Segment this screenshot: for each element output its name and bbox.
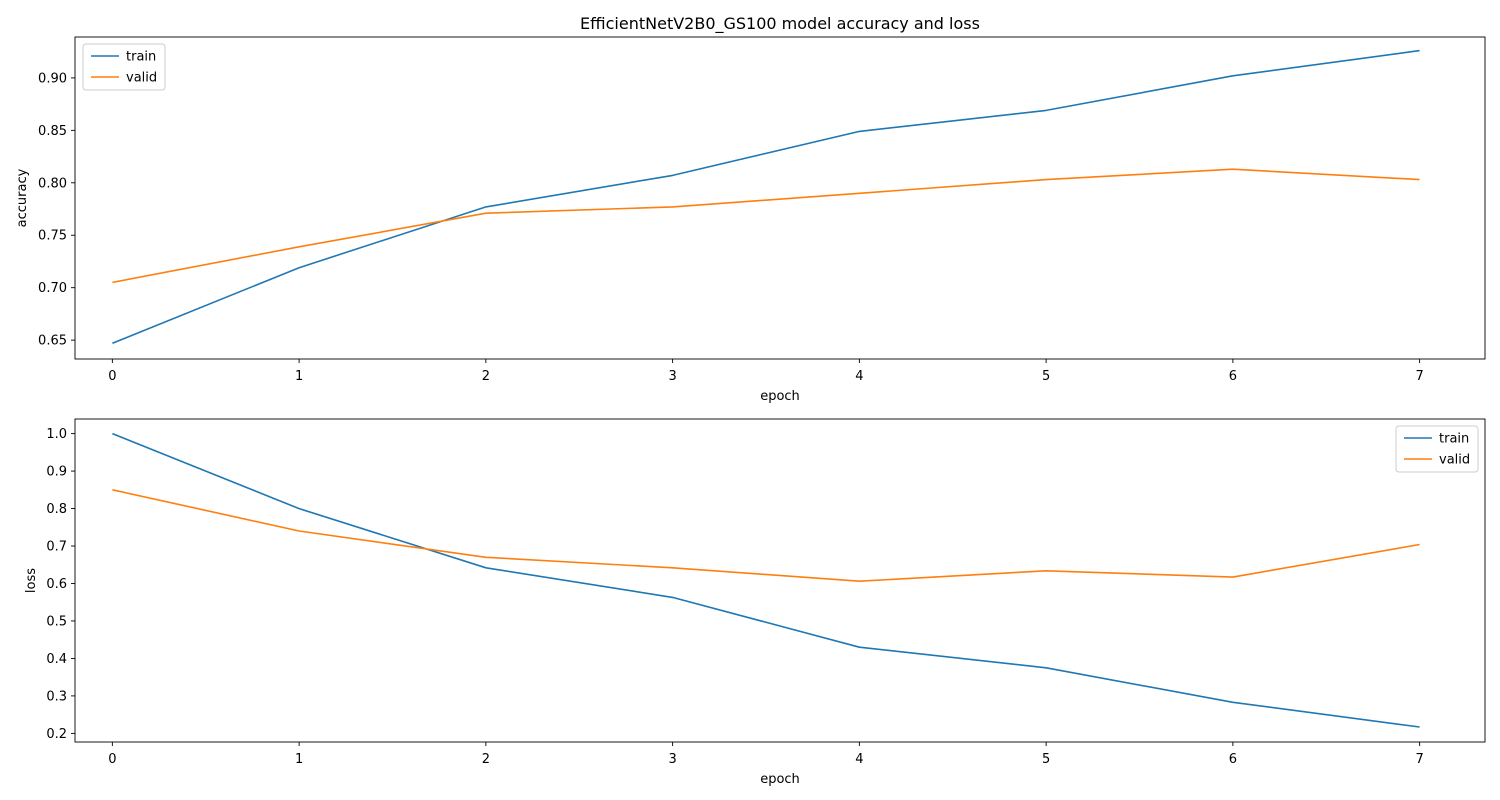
legend: train valid	[82, 43, 166, 91]
y-axis-label: accuracy	[15, 168, 30, 227]
y-tick-label: 0.9	[46, 465, 67, 480]
y-tick-label: 0.90	[38, 71, 67, 86]
x-axis-label: epoch	[760, 772, 800, 787]
legend-label-train: train	[126, 50, 156, 65]
series-line-train	[112, 49, 1420, 345]
y-axis-label: loss	[24, 568, 39, 593]
y-tick-label: 0.65	[38, 334, 67, 349]
y-tick-label: 1.0	[46, 427, 67, 442]
legend-label-valid: valid	[126, 71, 157, 86]
series-line-valid	[112, 168, 1420, 284]
x-tick-label: 1	[295, 752, 303, 767]
x-tick-label: 1	[295, 369, 303, 384]
x-tick-label: 7	[1415, 369, 1423, 384]
legend-label-valid: valid	[1439, 453, 1470, 468]
y-tick-label: 0.2	[46, 727, 67, 742]
y-tick-label: 0.4	[46, 652, 67, 667]
x-tick-label: 3	[668, 752, 676, 767]
y-tick-label: 0.7	[46, 540, 67, 555]
x-tick-label: 5	[1042, 752, 1050, 767]
y-tick-label: 0.80	[38, 176, 67, 191]
y-tick-label: 0.75	[38, 229, 67, 244]
chart-title: EfficientNetV2B0_GS100 model accuracy an…	[580, 14, 980, 34]
series-line-train	[112, 432, 1420, 728]
x-tick-label: 4	[855, 369, 863, 384]
y-tick-label: 0.5	[46, 614, 67, 629]
plot-frame	[74, 36, 1486, 360]
x-tick-label: 5	[1042, 369, 1050, 384]
x-tick-label: 4	[855, 752, 863, 767]
x-axis-label: epoch	[760, 389, 800, 404]
x-tick-label: 0	[108, 752, 116, 767]
chart-panel-0: 0 1 2 3 4 5 6 7 0.65 0.70 0.75 0.80 0.85 0.90 epoch acc…	[15, 36, 1486, 404]
plot-frame	[74, 418, 1486, 743]
x-tick-label: 3	[668, 369, 676, 384]
y-tick-label: 0.6	[46, 577, 67, 592]
y-tick-label: 0.8	[46, 502, 67, 517]
chart-panel-1: 0 1 2 3 4 5 6 7 0.2 0.3 0.4 0.5 0.6 0.7 0.8 0.9 1.0 epoch…	[24, 418, 1486, 787]
legend-label-train: train	[1439, 432, 1469, 447]
y-tick-label: 0.85	[38, 124, 67, 139]
x-tick-label: 6	[1229, 752, 1237, 767]
legend: train valid	[1395, 425, 1479, 473]
x-tick-label: 2	[482, 752, 490, 767]
x-tick-label: 2	[482, 369, 490, 384]
x-tick-label: 0	[108, 369, 116, 384]
x-tick-label: 6	[1229, 369, 1237, 384]
y-tick-label: 0.70	[38, 281, 67, 296]
y-tick-label: 0.3	[46, 689, 67, 704]
series-line-valid	[112, 489, 1420, 583]
x-tick-label: 7	[1415, 752, 1423, 767]
